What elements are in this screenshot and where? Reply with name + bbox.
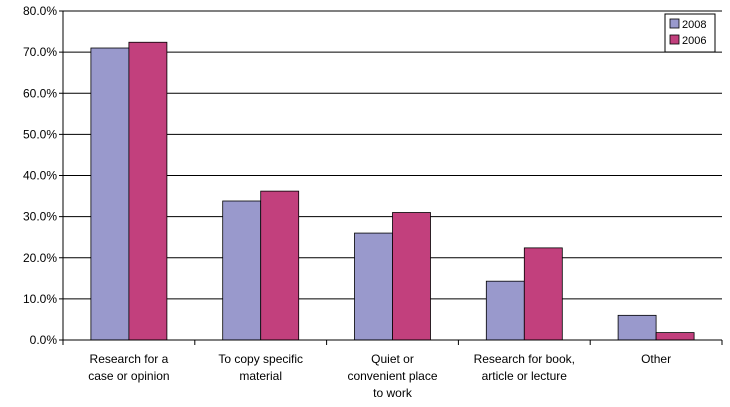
- bar-2008: [617, 314, 657, 341]
- bar-2006: [523, 247, 563, 341]
- y-tick-label: 20.0%: [23, 251, 57, 265]
- bar-2006: [260, 190, 300, 341]
- bar-2008: [222, 200, 262, 341]
- legend-label: 2006: [682, 35, 706, 47]
- legend-label: 2008: [682, 19, 706, 31]
- bar-2008: [354, 232, 393, 341]
- bars: [90, 41, 695, 341]
- bar-2008: [485, 280, 525, 341]
- y-tick-label: 0.0%: [30, 333, 58, 347]
- y-tick-label: 70.0%: [23, 45, 57, 59]
- x-category-label: Other: [641, 352, 671, 366]
- x-category-label: Research for a case or opinion: [88, 352, 169, 383]
- y-tick-label: 60.0%: [23, 86, 57, 100]
- legend-swatch-2008: [669, 18, 680, 29]
- bar-2008: [90, 47, 130, 341]
- bar-2006: [392, 212, 431, 341]
- legend-swatch-2006: [669, 34, 680, 45]
- x-axis-categories: Research for a case or opinion To copy spe…: [88, 352, 671, 400]
- bar-2006: [128, 41, 168, 341]
- y-axis-ticks: 0.0% 10.0% 20.0% 30.0% 40.0% 50.0% 60.0% 70.0% 8…: [23, 4, 63, 347]
- y-tick-label: 30.0%: [23, 210, 57, 224]
- legend: 2008 2006: [664, 13, 716, 53]
- x-category-label: Quiet or convenient place to work: [347, 352, 437, 400]
- x-category-label: To copy specific material: [218, 352, 303, 383]
- y-tick-label: 50.0%: [23, 127, 57, 141]
- x-category-label: Research for book, article or lecture: [474, 352, 575, 383]
- bar-2006: [655, 332, 695, 341]
- y-tick-label: 80.0%: [23, 4, 57, 18]
- y-tick-label: 10.0%: [23, 292, 57, 306]
- x-axis-ticks: [62, 340, 723, 345]
- y-tick-label: 40.0%: [23, 169, 57, 183]
